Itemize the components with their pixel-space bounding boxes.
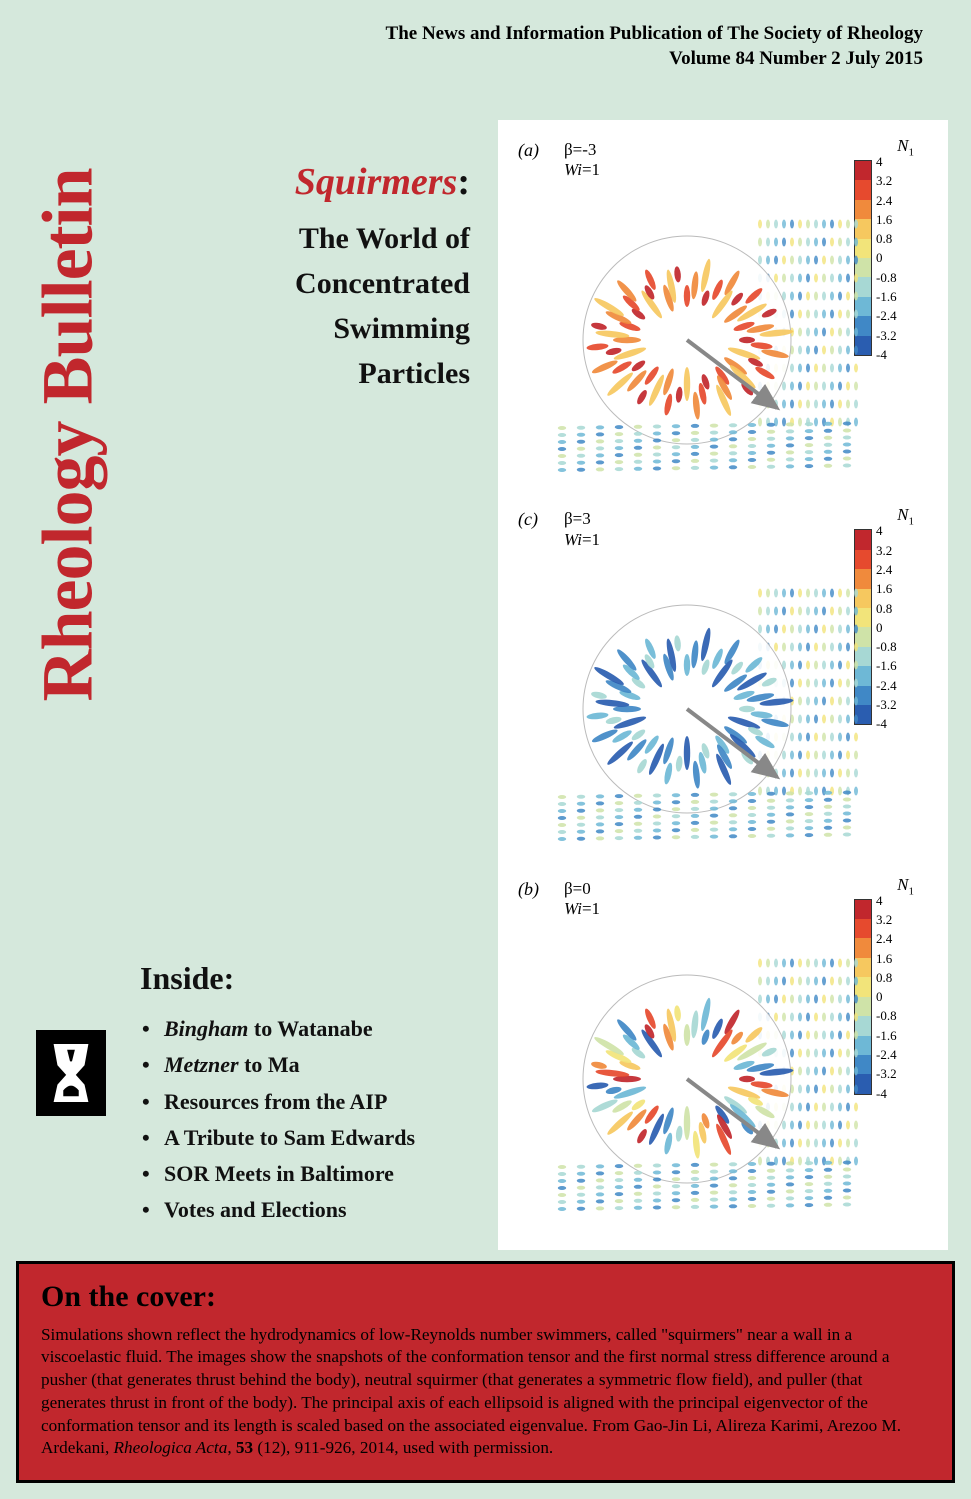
colorbar: N1 43.22.41.60.80-0.8-1.6-2.4-3.2-4	[854, 154, 928, 364]
vertical-title: Rheology Bulletin	[27, 168, 110, 701]
panel-label: (c)	[518, 509, 538, 530]
header-line1: The News and Information Publication of …	[386, 22, 923, 47]
sphere-visualization	[542, 190, 862, 480]
cover-caption-box: On the cover: Simulations shown reflect …	[16, 1261, 955, 1483]
sphere-visualization	[542, 559, 862, 849]
list-item: Metzner to Ma	[164, 1047, 480, 1083]
colorbar-ticks: 43.22.41.60.80-0.8-1.6-2.4-3.2-4	[876, 524, 897, 730]
list-item: SOR Meets in Baltimore	[164, 1156, 480, 1192]
colorbar-ticks: 43.22.41.60.80-0.8-1.6-2.4-3.2-4	[876, 894, 897, 1100]
list-item: A Tribute to Sam Edwards	[164, 1120, 480, 1156]
inside-heading: Inside:	[140, 960, 480, 997]
header-line2: Volume 84 Number 2 July 2015	[386, 47, 923, 72]
figure-panel: (b) β=0 Wi=1 N1 43.22.41.60.80-0.8-1.6-2…	[512, 875, 934, 1234]
colorbar-title: N1	[897, 875, 914, 897]
panel-params: β=3 Wi=1	[564, 509, 600, 550]
cover-text: Simulations shown reflect the hydrodynam…	[41, 1324, 930, 1460]
colorbar-title: N1	[897, 505, 914, 527]
list-item: Bingham to Watanabe	[164, 1011, 480, 1047]
colorbar-title: N1	[897, 136, 914, 158]
figure-column: (a) β=-3 Wi=1 N1 43.22.41.60.80-0.8-1.6-…	[498, 120, 948, 1250]
feature-colon: :	[457, 161, 470, 203]
colorbar-ticks: 43.22.41.60.80-0.8-1.6-2.4-3.2-4	[876, 155, 897, 361]
colorbar: N1 43.22.41.60.80-0.8-1.6-2.4-3.2-4	[854, 893, 928, 1103]
feature-main-word: Squirmers	[295, 161, 458, 203]
panel-params: β=-3 Wi=1	[564, 140, 600, 181]
list-item: Votes and Elections	[164, 1192, 480, 1228]
publication-header: The News and Information Publication of …	[386, 22, 923, 71]
society-logo-icon	[36, 1030, 106, 1116]
inside-list: Bingham to Watanabe Metzner to Ma Resour…	[140, 1011, 480, 1229]
figure-panel: (c) β=3 Wi=1 N1 43.22.41.60.80-0.8-1.6-2…	[512, 505, 934, 864]
panel-label: (b)	[518, 879, 539, 900]
panel-label: (a)	[518, 140, 539, 161]
feature-title: Squirmers: The World of Concentrated Swi…	[180, 160, 470, 396]
feature-subtitle: The World of Concentrated Swimming Parti…	[180, 216, 470, 396]
panel-params: β=0 Wi=1	[564, 879, 600, 920]
sphere-visualization	[542, 929, 862, 1219]
cover-heading: On the cover:	[41, 1280, 930, 1314]
colorbar: N1 43.22.41.60.80-0.8-1.6-2.4-3.2-4	[854, 523, 928, 733]
list-item: Resources from the AIP	[164, 1084, 480, 1120]
inside-contents: Inside: Bingham to Watanabe Metzner to M…	[140, 960, 480, 1229]
figure-panel: (a) β=-3 Wi=1 N1 43.22.41.60.80-0.8-1.6-…	[512, 136, 934, 495]
